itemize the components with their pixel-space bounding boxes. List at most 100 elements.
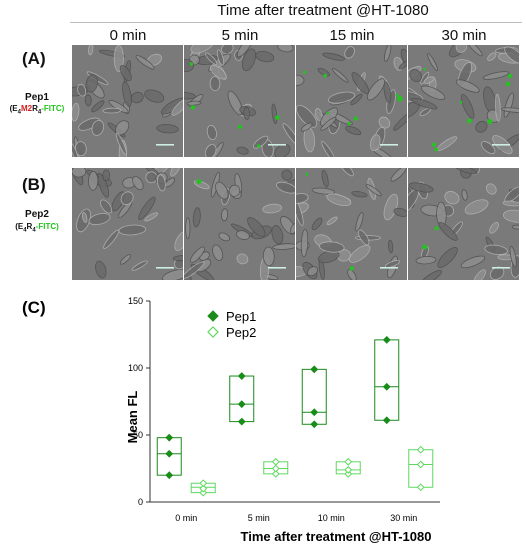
scale-bar [492, 144, 510, 146]
data-point [344, 469, 353, 478]
y-tick-label: 100 [128, 363, 143, 373]
fitc-signal-spot [349, 266, 354, 271]
panel-a-letter: (A) [22, 49, 46, 68]
scale-bar [268, 267, 286, 269]
fitc-signal-spot [303, 70, 307, 74]
micrograph-pep1-15min [296, 45, 407, 157]
data-point [165, 471, 174, 480]
micrograph-pep2-5min [184, 168, 295, 280]
legend-pep1-label: Pep1 [226, 309, 256, 324]
box-pep1-3 [374, 339, 400, 421]
data-point [199, 479, 208, 488]
data-point [416, 460, 425, 469]
fitc-signal-spot [326, 111, 329, 115]
x-tick-label: 0 min [175, 513, 197, 523]
panel-c-letter: (C) [22, 298, 46, 317]
fitc-signal-spot [347, 121, 351, 126]
time-label-3: 30 min [441, 27, 487, 44]
data-point [199, 484, 208, 493]
fitc-signal-spot [190, 105, 196, 110]
pep2-formula: (E4R4-FITC) [15, 222, 59, 234]
time-label-0: 0 min [109, 27, 147, 44]
legend-pep2-label: Pep2 [226, 325, 256, 340]
micrograph-pep1-5min [184, 45, 295, 157]
chart-legend: Pep1 Pep2 [207, 309, 256, 340]
micrograph-texture [184, 168, 295, 280]
box-pep1-1 [229, 375, 255, 423]
fitc-signal-spot [305, 172, 309, 176]
pep1-formula: (E4M2R4-FITC) [9, 104, 65, 116]
scale-bar [492, 267, 510, 269]
pep1-name: Pep1 [25, 92, 49, 103]
micrograph-texture [296, 45, 407, 157]
micrograph-pep2-15min [296, 168, 407, 280]
fitc-signal-spot [189, 62, 194, 66]
micrograph-pep1-30min [408, 45, 519, 157]
data-point [165, 433, 174, 442]
fitc-signal-spot [422, 244, 428, 250]
fitc-signal-spot [507, 73, 513, 79]
mean-fl-chart: (C) Mean FL Time after treatment @HT-108… [22, 296, 440, 544]
fitc-signal-spot [423, 68, 427, 71]
fitc-signal-spot [275, 115, 280, 120]
x-tick-label: 10 min [318, 513, 345, 523]
scale-bar [380, 144, 398, 146]
panel-b-letter: (B) [22, 175, 46, 194]
header-divider [70, 22, 522, 23]
data-point [165, 449, 174, 458]
micrograph-pep2-0min [72, 168, 183, 280]
data-point [271, 469, 280, 478]
data-point [237, 417, 246, 426]
data-point [271, 457, 280, 466]
micrograph-pep2-30min [408, 168, 519, 280]
x-tick-label: 5 min [248, 513, 270, 523]
micrograph-pep1-0min [72, 45, 183, 157]
micrograph-texture [296, 168, 407, 280]
data-point [310, 365, 319, 374]
fitc-signal-spot [323, 73, 327, 78]
fitc-signal-spot [505, 81, 511, 87]
fitc-signal-spot [237, 124, 243, 129]
scale-bar [156, 144, 174, 146]
data-point [344, 465, 353, 474]
data-point [382, 382, 391, 391]
fitc-signal-spot [196, 179, 202, 184]
fitc-signal-spot [353, 116, 358, 121]
y-tick-label: 0 [138, 497, 143, 507]
y-axis-label: Mean FL [125, 391, 140, 444]
data-point [382, 416, 391, 425]
scale-bar [380, 267, 398, 269]
micrograph-texture [72, 168, 183, 280]
legend-pep2-marker [207, 326, 219, 338]
x-tick-label: 30 min [390, 513, 417, 523]
data-point [237, 372, 246, 380]
data-point [310, 408, 319, 417]
y-tick-label: 150 [128, 296, 143, 306]
data-point [382, 335, 391, 344]
data-point [416, 483, 425, 492]
data-point [237, 400, 246, 409]
legend-pep1-marker [207, 310, 219, 322]
data-point [271, 464, 280, 473]
micrograph-texture [408, 45, 519, 157]
x-axis-label: Time after treatment @HT-1080 [241, 529, 432, 544]
data-point [199, 488, 208, 497]
box-pep2-3 [408, 449, 434, 488]
fitc-signal-spot [431, 142, 436, 147]
data-point [344, 457, 353, 466]
pep2-name: Pep2 [25, 209, 49, 220]
fitc-signal-spot [487, 119, 493, 124]
y-tick-label: 50 [133, 430, 143, 440]
time-label-1: 5 min [221, 27, 259, 44]
fitc-signal-spot [434, 147, 438, 152]
micrograph-texture [72, 45, 183, 157]
data-point [416, 445, 425, 454]
time-label-2: 15 min [329, 27, 375, 44]
fitc-signal-spot [459, 100, 463, 104]
micrograph-texture [408, 168, 519, 280]
figure-header-title: Time after treatment @HT-1080 [217, 2, 429, 19]
data-point [310, 420, 319, 429]
scale-bar [268, 144, 286, 146]
fitc-signal-spot [395, 93, 399, 97]
micrograph-texture [184, 45, 295, 157]
